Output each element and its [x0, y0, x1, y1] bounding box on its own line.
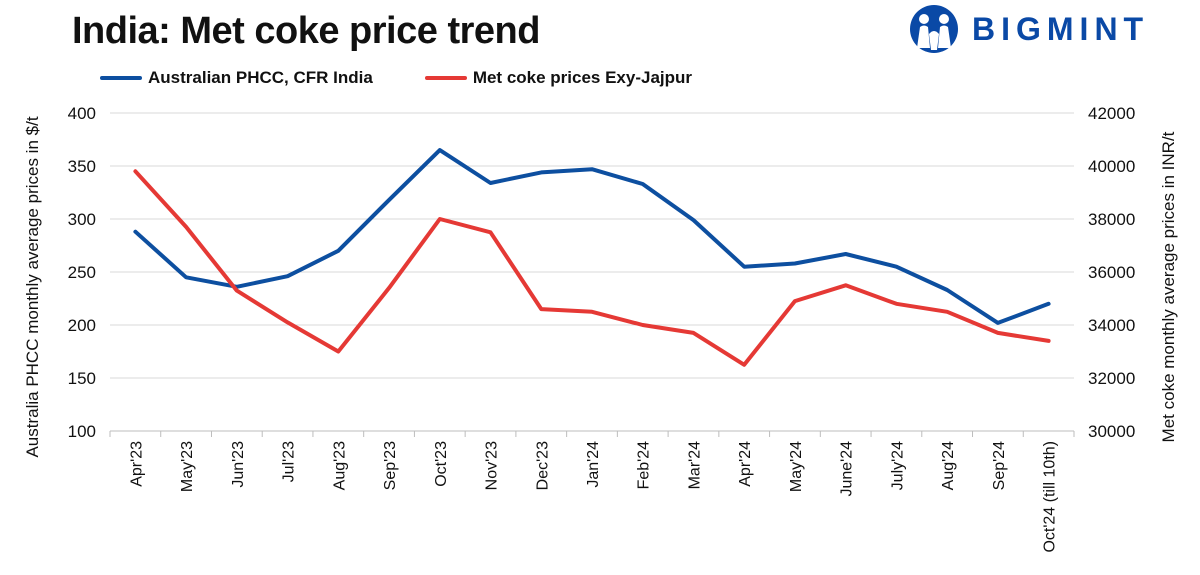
x-tick-label-11: Mar'24	[686, 441, 703, 490]
x-tick-label-9: Jan'24	[585, 441, 602, 488]
series-line-metcoke	[133, 169, 1051, 367]
x-tick-label-3: Jul'23	[281, 441, 298, 482]
y2-tick-label-32000: 32000	[1088, 369, 1135, 388]
y-tick-label-300: 300	[68, 210, 96, 229]
x-tick-label-17: Sep'24	[991, 441, 1008, 490]
legend-item-metcoke: Met coke prices Exy-Jajpur	[424, 68, 693, 88]
y2-tick-label-42000: 42000	[1088, 104, 1135, 123]
legend-item-phcc: Australian PHCC, CFR India	[100, 68, 373, 88]
y-tick-label-400: 400	[68, 104, 96, 123]
y2-axis-title: Met coke monthly average prices in INR/t	[1159, 131, 1178, 442]
bigmint-people-logo-icon	[910, 5, 958, 53]
y2-tick-label-36000: 36000	[1088, 263, 1135, 282]
chart-title: India: Met coke price trend	[72, 10, 540, 52]
x-tick-label-16: Aug'24	[940, 441, 957, 490]
x-tick-label-12: Apr'24	[737, 441, 754, 487]
y2-tick-label-30000: 30000	[1088, 422, 1135, 441]
y2-tick-label-34000: 34000	[1088, 316, 1135, 335]
y2-tick-label-40000: 40000	[1088, 157, 1135, 176]
legend-swatch-metcoke	[424, 76, 467, 80]
y-tick-label-100: 100	[68, 422, 96, 441]
x-tick-label-6: Oct'23	[433, 441, 450, 487]
x-tick-label-1: May'23	[179, 441, 196, 492]
y-tick-label-350: 350	[68, 157, 96, 176]
y-tick-label-150: 150	[68, 369, 96, 388]
x-tick-label-2: Jun'23	[230, 441, 247, 488]
x-tick-label-14: June'24	[839, 441, 856, 497]
y-tick-label-200: 200	[68, 316, 96, 335]
x-tick-label-7: Nov'23	[484, 441, 501, 490]
x-tick-label-13: May'24	[788, 441, 805, 492]
chart-legend: Australian PHCC, CFR India Met coke pric…	[100, 68, 744, 88]
series-line-phcc	[133, 148, 1051, 325]
x-tick-label-18: Oct'24 (till 10th)	[1042, 441, 1059, 553]
x-tick-label-8: Dec'23	[534, 441, 551, 490]
x-tick-label-5: Sep'23	[382, 441, 399, 490]
y-tick-label-250: 250	[68, 263, 96, 282]
y2-tick-label-38000: 38000	[1088, 210, 1135, 229]
brand: BIGMINT	[908, 4, 1149, 54]
x-tick-label-15: July'24	[889, 441, 906, 490]
brand-name: BIGMINT	[972, 10, 1150, 47]
legend-swatch-phcc	[100, 76, 142, 80]
x-tick-label-4: Aug'23	[331, 441, 348, 490]
legend-label-phcc: Australian PHCC, CFR India	[148, 68, 373, 87]
x-tick-label-0: Apr'23	[128, 441, 145, 487]
x-tick-label-10: Feb'24	[636, 441, 653, 490]
y-axis-title: Australia PHCC monthly average prices in…	[23, 116, 42, 457]
legend-label-metcoke: Met coke prices Exy-Jajpur	[472, 68, 693, 87]
